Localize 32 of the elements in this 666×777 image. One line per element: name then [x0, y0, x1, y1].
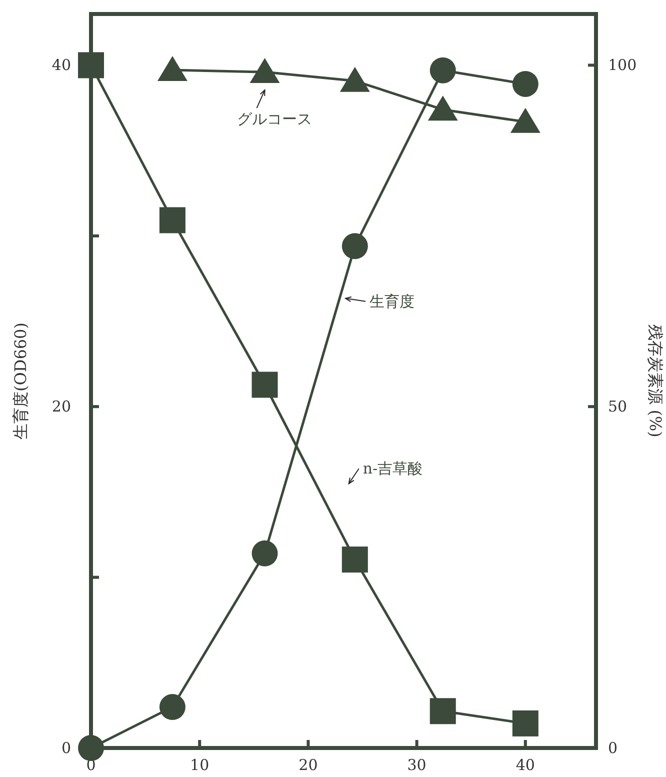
series-label: 生育度 — [370, 292, 415, 310]
y-tick-label: 20 — [52, 398, 71, 416]
y-axis-title: 生育度(OD660) — [11, 322, 30, 440]
point — [342, 546, 368, 573]
y-tick-label: 40 — [52, 56, 71, 74]
point — [78, 52, 104, 78]
point — [428, 96, 458, 121]
x-tick-label: 30 — [407, 756, 426, 774]
point — [510, 108, 540, 133]
x-tick-label: 40 — [516, 756, 535, 774]
point — [159, 694, 186, 720]
x-tick-label: 20 — [298, 756, 318, 774]
y2-tick-label: 100 — [608, 56, 637, 74]
x-tick-label: 10 — [190, 756, 210, 774]
point — [512, 710, 538, 736]
point — [252, 372, 278, 398]
y2-axis-title: 残存炭素源 (%) — [646, 324, 665, 438]
y2-tick-label: 50 — [608, 398, 628, 416]
point — [340, 66, 370, 92]
point — [430, 57, 456, 84]
y2-tick-label: 0 — [608, 739, 618, 757]
text: n-吉草酸 — [362, 460, 423, 478]
point — [430, 698, 456, 724]
point — [78, 735, 104, 761]
y-tick-label: 0 — [61, 739, 71, 757]
point — [512, 70, 538, 97]
point — [342, 233, 368, 260]
point — [159, 207, 186, 234]
point — [252, 540, 278, 566]
point — [157, 56, 188, 81]
series-label: グルコース — [236, 110, 312, 128]
point — [250, 58, 280, 84]
